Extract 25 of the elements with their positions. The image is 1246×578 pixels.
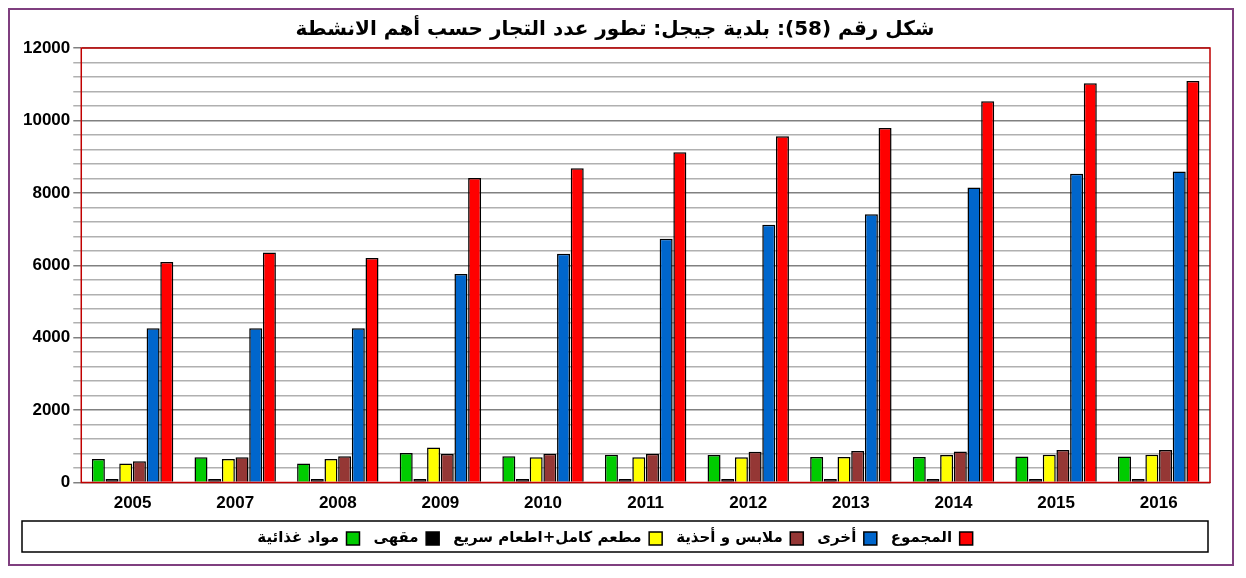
y-tick-label: 4000 bbox=[32, 327, 71, 347]
legend-label: مواد غذائية bbox=[257, 528, 339, 547]
legend-label: مقهى bbox=[373, 528, 419, 547]
y-tick-label: 0 bbox=[60, 472, 71, 492]
x-tick-label: 2014 bbox=[934, 493, 973, 513]
legend-label: أخرى bbox=[817, 527, 857, 547]
x-tick-label: 2010 bbox=[524, 493, 562, 513]
y-tick-label: 8000 bbox=[32, 182, 71, 202]
x-tick-label: 2005 bbox=[113, 493, 152, 513]
x-tick-label: 2016 bbox=[1139, 493, 1178, 513]
legend-label: مطعم كامل+اطعام سريع bbox=[453, 528, 642, 547]
y-tick-label: 2000 bbox=[32, 399, 71, 419]
y-tick-label: 12000 bbox=[22, 37, 71, 57]
x-tick-label: 2008 bbox=[318, 493, 357, 513]
x-tick-label: 2011 bbox=[627, 493, 665, 513]
x-tick-label: 2015 bbox=[1037, 493, 1075, 513]
legend-label: ملابس و أحذية bbox=[676, 527, 783, 547]
x-tick-label: 2013 bbox=[831, 493, 870, 513]
x-tick-label: 2007 bbox=[216, 493, 255, 513]
x-tick-label: 2009 bbox=[421, 493, 460, 513]
chart-title: شكل رقم (58): بلدية جيجل: تطور عدد التجار حسب أهم الانشطة bbox=[295, 14, 935, 41]
x-tick-label: 2012 bbox=[729, 493, 768, 513]
legend-label: المجموع bbox=[890, 528, 953, 547]
y-tick-label: 6000 bbox=[32, 254, 71, 274]
y-tick-label: 10000 bbox=[22, 110, 71, 130]
